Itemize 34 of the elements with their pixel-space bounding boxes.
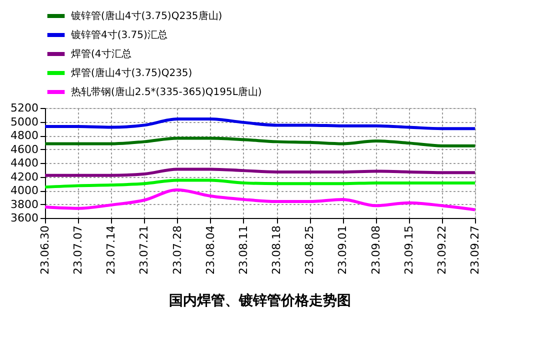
- line-series: [44, 168, 476, 177]
- y-tick-label: 3600: [10, 212, 38, 224]
- x-tick-label: 23.09.22: [435, 226, 448, 274]
- y-tick-label: 4200: [10, 170, 38, 184]
- x-tick-label: 23.08.18: [270, 226, 284, 274]
- x-tick-label: 23.09.01: [336, 226, 350, 274]
- x-tick-label: 23.07.14: [104, 226, 118, 274]
- line-series: [44, 136, 476, 148]
- x-tick-label: 23.06.30: [38, 226, 52, 274]
- legend-label: 焊管(4寸汇总: [71, 48, 132, 60]
- x-tick-label: 23.08.25: [303, 226, 316, 274]
- x-tick-label: 23.09.27: [468, 226, 482, 274]
- y-tick-label: 3800: [10, 198, 38, 211]
- y-tick-label: 4000: [10, 184, 38, 197]
- line-series: [44, 118, 476, 130]
- x-tick-label: 23.09.15: [402, 226, 416, 274]
- x-tick-label: 23.07.28: [170, 226, 184, 274]
- legend-label: 热轧带钢(唐山2.5*(335-365)Q195L唐山): [71, 86, 262, 98]
- y-tick-label: 5200: [10, 102, 38, 114]
- line-series: [44, 178, 476, 189]
- x-tick-label: 23.07.07: [72, 226, 85, 274]
- x-tick-label: 23.08.04: [204, 226, 217, 274]
- text: 国内焊管、镀锌管价格走势图: [169, 292, 351, 309]
- x-tick-label: 23.09.08: [369, 226, 382, 274]
- x-tick-label: 23.08.11: [236, 226, 250, 274]
- line-series: [44, 188, 476, 212]
- y-tick-label: 5000: [10, 115, 38, 128]
- legend-label: 镀锌管4寸(3.75)汇总: [70, 29, 168, 41]
- legend-label: 焊管(唐山4寸(3.75)Q235): [71, 67, 192, 79]
- y-tick-label: 4800: [10, 129, 38, 142]
- legend-label: 镀锌管(唐山4寸(3.75)Q235唐山): [70, 10, 222, 22]
- y-tick-label: 4400: [10, 156, 38, 170]
- y-tick-label: 4600: [10, 142, 38, 156]
- x-tick-label: 23.07.21: [138, 226, 151, 274]
